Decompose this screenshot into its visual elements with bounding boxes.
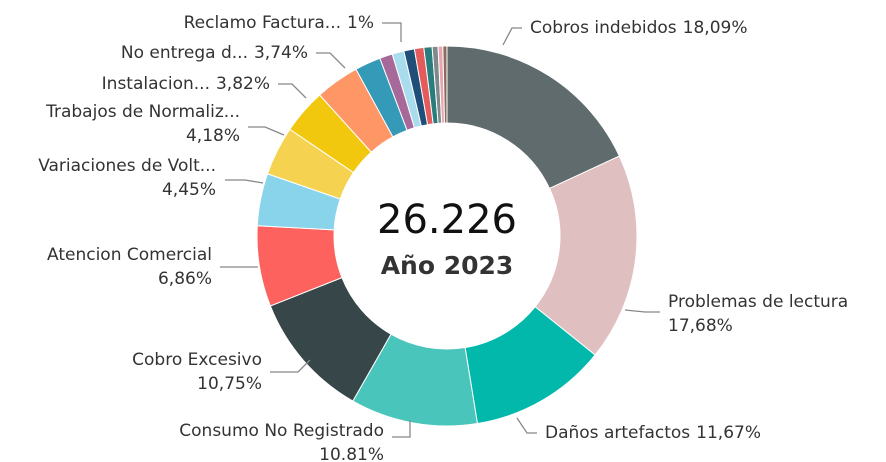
slice-value-label: 4,45%: [162, 180, 216, 200]
slice-label: Daños artefactos 11,67%: [545, 423, 761, 443]
slice-name: Reclamo Factura...: [184, 13, 341, 33]
slice-label: Cobros indebidos 18,09%: [530, 18, 747, 38]
slice-label: Problemas de lectura: [668, 292, 848, 312]
slice-label: Reclamo Factura... 1%: [184, 13, 374, 33]
slice-label: Consumo No Registrado: [179, 421, 384, 441]
slice-value-label: 1%: [347, 13, 374, 33]
leader-line: [502, 27, 522, 46]
leader-line: [225, 179, 264, 184]
slice-label: Atencion Comercial: [47, 245, 212, 265]
slice: [442, 45, 448, 124]
leader-line: [392, 420, 411, 438]
slice-name: Daños artefactos: [545, 423, 690, 443]
leader-line: [624, 309, 660, 313]
leader-line: [270, 359, 311, 373]
center-value: 26.226: [377, 197, 517, 243]
slice-name: No entrega d...: [121, 43, 248, 63]
slice-value-label: 3,82%: [216, 74, 270, 94]
slice-label: Trabajos de Normaliz...: [45, 102, 240, 122]
slice-label: Instalacion... 3,82%: [102, 74, 270, 94]
slice-name: Cobros indebidos: [530, 18, 677, 38]
slice-label: Variaciones de Volt...: [38, 156, 216, 176]
slice-value-label: 11,67%: [696, 423, 761, 443]
slice-value-label: 6,86%: [158, 269, 212, 289]
slice: [446, 45, 621, 190]
slice-value-label: 10.81%: [319, 445, 384, 462]
slice-value-label: 3,74%: [254, 43, 308, 63]
leader-line: [316, 52, 346, 69]
leader-line: [516, 417, 537, 434]
leader-line: [278, 83, 307, 99]
slice-value-label: 4,18%: [186, 126, 240, 146]
leader-line: [248, 126, 285, 136]
leader-line: [382, 22, 402, 42]
slice-label: Cobro Excesivo: [132, 350, 262, 370]
center-label: Año 2023: [381, 251, 514, 280]
slice-name: Instalacion...: [102, 74, 210, 94]
slice-label: No entrega d... 3,74%: [121, 43, 308, 63]
slice-value-label: 18,09%: [683, 18, 748, 38]
slice-value-label: 17,68%: [668, 316, 733, 336]
slice-value-label: 10,75%: [197, 374, 262, 394]
